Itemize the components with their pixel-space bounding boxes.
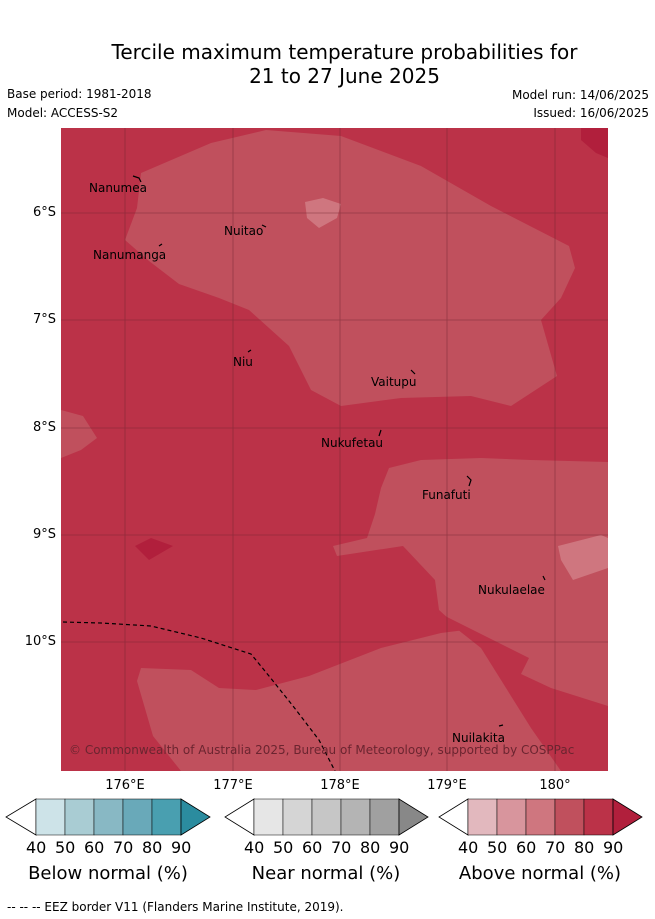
place-label-funafuti: Funafuti bbox=[422, 488, 471, 502]
place-label-nuilakita: Nuilakita bbox=[452, 731, 505, 745]
colorbar-near-swatch-3 bbox=[311, 798, 342, 836]
near-tick-80: 80 bbox=[360, 838, 381, 857]
lat-label-10s: 10°S bbox=[24, 634, 56, 649]
colorbar-below-swatch-2 bbox=[64, 798, 95, 836]
eez-border bbox=[62, 621, 336, 771]
island-niu bbox=[247, 349, 252, 353]
copyright-notice: © Commonwealth of Australia 2025, Bureau… bbox=[69, 743, 575, 757]
colorbars bbox=[5, 798, 643, 836]
probability-map bbox=[61, 128, 608, 771]
title-line-2: 21 to 27 June 2025 bbox=[249, 64, 440, 88]
near-tick-50: 50 bbox=[273, 838, 294, 857]
place-label-nanumanga: Nanumanga bbox=[93, 248, 167, 262]
above-70-region-south bbox=[137, 628, 608, 771]
colorbar-above-swatch-4 bbox=[554, 798, 585, 836]
colorbar-above-swatch-5 bbox=[583, 798, 614, 836]
below-tick-70: 70 bbox=[113, 838, 134, 857]
colorbar-near-normal bbox=[224, 798, 429, 836]
graticule bbox=[61, 128, 608, 771]
colorbar-above-swatch-2 bbox=[496, 798, 527, 836]
above-tick-60: 60 bbox=[516, 838, 537, 857]
place-label-nukufetau: Nukufetau bbox=[321, 436, 384, 450]
colorbar-title-below: Below normal (%) bbox=[28, 863, 188, 884]
lon-label-179e: 179°E bbox=[427, 778, 467, 793]
above-tick-70: 70 bbox=[545, 838, 566, 857]
below-tick-80: 80 bbox=[142, 838, 163, 857]
colorbar-below-swatch-3 bbox=[93, 798, 124, 836]
island-vaitupu bbox=[410, 369, 416, 375]
below-tick-40: 40 bbox=[26, 838, 47, 857]
lon-label-176e: 176°E bbox=[105, 778, 145, 793]
base-period: Base period: 1981-2018 bbox=[7, 87, 152, 101]
above-60-patch-east bbox=[558, 535, 608, 580]
island-nanumanga bbox=[158, 243, 163, 247]
near-tick-70: 70 bbox=[331, 838, 352, 857]
colorbar-near-swatch-4 bbox=[340, 798, 371, 836]
island-nukufetau bbox=[378, 429, 382, 437]
eez-footnote: -- -- -- EEZ border V11 (Flanders Marine… bbox=[7, 900, 344, 914]
issued-date: Issued: 16/06/2025 bbox=[533, 106, 649, 120]
colorbar-above-normal bbox=[438, 798, 643, 836]
above-tick-50: 50 bbox=[487, 838, 508, 857]
colorbar-above-swatch-0 bbox=[438, 798, 469, 836]
below-tick-60: 60 bbox=[84, 838, 105, 857]
place-label-nanumea: Nanumea bbox=[89, 181, 147, 195]
colorbar-above-swatch-6 bbox=[612, 798, 643, 836]
above-90-patch-west bbox=[135, 538, 173, 560]
place-label-nukulaelae: Nukulaelae bbox=[478, 583, 545, 597]
colorbar-near-swatch-1 bbox=[253, 798, 284, 836]
colorbar-below-swatch-4 bbox=[122, 798, 153, 836]
lat-label-7s: 7°S bbox=[32, 312, 56, 327]
below-tick-50: 50 bbox=[55, 838, 76, 857]
lon-label-180: 180° bbox=[539, 778, 571, 793]
above-tick-40: 40 bbox=[458, 838, 479, 857]
near-tick-90: 90 bbox=[389, 838, 410, 857]
lat-label-8s: 8°S bbox=[32, 420, 56, 435]
model-name: Model: ACCESS-S2 bbox=[7, 106, 119, 120]
above-tick-90: 90 bbox=[603, 838, 624, 857]
place-label-niu: Niu bbox=[233, 355, 253, 369]
colorbar-below-swatch-0 bbox=[5, 798, 37, 836]
island-outlines bbox=[132, 175, 546, 727]
chart-title: Tercile maximum temperature probabilitie… bbox=[0, 40, 655, 88]
island-nuitao bbox=[261, 224, 267, 228]
title-line-1: Tercile maximum temperature probabilitie… bbox=[111, 40, 578, 64]
model-run: Model run: 14/06/2025 bbox=[511, 88, 649, 102]
below-tick-90: 90 bbox=[171, 838, 192, 857]
near-tick-60: 60 bbox=[302, 838, 323, 857]
colorbar-title-near: Near normal (%) bbox=[251, 863, 401, 884]
lat-label-9s: 9°S bbox=[32, 527, 56, 542]
place-label-vaitupu: Vaitupu bbox=[371, 375, 417, 389]
island-nukulaelae bbox=[542, 575, 546, 581]
island-nuilakita bbox=[498, 724, 504, 727]
above-tick-80: 80 bbox=[574, 838, 595, 857]
colorbar-below-swatch-5 bbox=[151, 798, 182, 836]
lon-label-177e: 177°E bbox=[213, 778, 253, 793]
colorbar-near-swatch-2 bbox=[282, 798, 313, 836]
colorbar-above-swatch-3 bbox=[525, 798, 556, 836]
colorbar-near-swatch-0 bbox=[224, 798, 255, 836]
lat-label-6s: 6°S bbox=[32, 205, 56, 220]
above-90-patch-ne bbox=[581, 128, 608, 158]
colorbar-below-normal bbox=[5, 798, 211, 836]
above-80-patch-se bbox=[433, 610, 608, 771]
colorbar-title-above: Above normal (%) bbox=[458, 863, 622, 884]
colorbar-above-swatch-1 bbox=[467, 798, 498, 836]
island-funafuti bbox=[466, 475, 472, 487]
colorbar-below-swatch-6 bbox=[180, 798, 211, 836]
above-70-region-west bbox=[61, 410, 97, 458]
island-nanumea bbox=[132, 175, 142, 183]
colorbar-below-swatch-1 bbox=[35, 798, 66, 836]
colorbar-near-swatch-6 bbox=[398, 798, 429, 836]
place-label-nuitao: Nuitao bbox=[224, 224, 264, 238]
near-tick-40: 40 bbox=[244, 838, 265, 857]
colorbar-near-swatch-5 bbox=[369, 798, 400, 836]
lon-label-178e: 178°E bbox=[320, 778, 360, 793]
above-70-region-north bbox=[125, 130, 575, 406]
